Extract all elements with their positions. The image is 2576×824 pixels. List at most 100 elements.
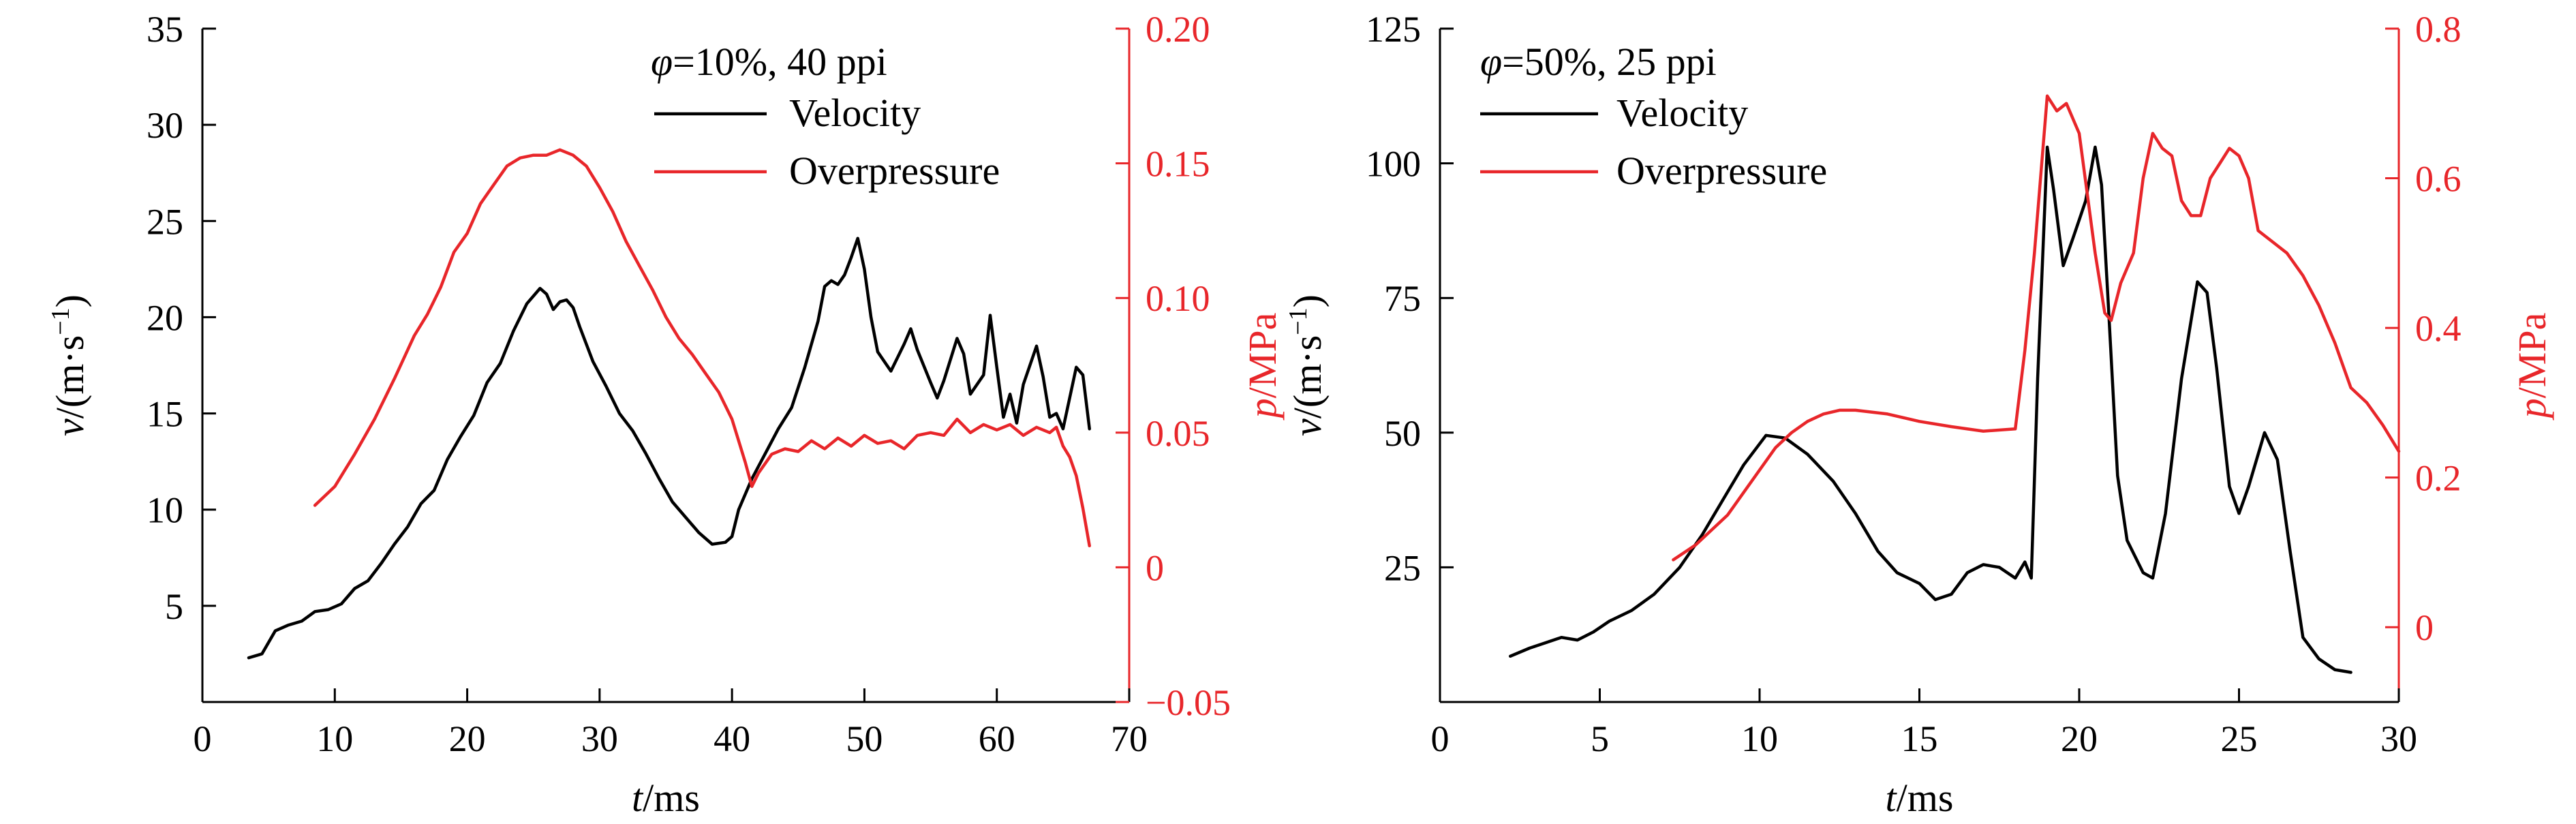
data-point-velocity [684, 516, 687, 519]
data-point-velocity [1743, 463, 1745, 466]
data-point-velocity [850, 256, 853, 259]
data-point-velocity [1832, 480, 1835, 483]
data-point-velocity [2333, 669, 2336, 671]
data-point-velocity [274, 630, 277, 632]
data-point-velocity [572, 306, 574, 309]
data-point-velocity [1854, 512, 1857, 515]
data-point-velocity [2036, 378, 2039, 380]
data-point-overpressure [2119, 281, 2122, 284]
data-point-overpressure [333, 485, 336, 488]
y-tick-label: 35 [147, 9, 183, 50]
y-tick-label: 125 [1366, 9, 1421, 50]
data-point-velocity [380, 562, 382, 565]
y-tick-label: 25 [1384, 547, 1421, 588]
y-tick-label: 100 [1366, 144, 1421, 185]
data-point-velocity [472, 414, 475, 416]
data-point-velocity [559, 301, 562, 303]
data-point-overpressure [704, 372, 707, 375]
y2-tick-label: 0.15 [1146, 144, 1210, 185]
y2-axis-unit: /MPa [2510, 313, 2554, 399]
data-point-velocity [486, 381, 489, 384]
y-tick-label: 75 [1384, 278, 1421, 319]
data-point-velocity [313, 610, 316, 613]
data-point-overpressure [876, 442, 879, 445]
data-point-velocity [579, 326, 581, 328]
data-point-velocity [2100, 183, 2103, 186]
data-point-velocity [1528, 647, 1531, 650]
data-point-velocity [1723, 496, 1726, 499]
data-point-velocity [446, 458, 448, 461]
data-point-overpressure [2104, 311, 2106, 314]
data-point-overpressure [850, 445, 853, 448]
data-point-velocity [1002, 416, 1005, 418]
legend-label-overpressure: Overpressure [789, 149, 1000, 193]
y2-tick-label: 0.10 [1146, 278, 1210, 319]
x-tick-label: 60 [979, 718, 1015, 759]
data-point-overpressure [2014, 427, 2017, 430]
data-point-overpressure [1838, 409, 1841, 412]
y-tick-label: 30 [147, 105, 183, 146]
data-point-velocity [2180, 378, 2183, 380]
y2-tick-label: 0.20 [1146, 9, 1210, 50]
data-point-overpressure [1758, 469, 1761, 472]
data-point-overpressure [373, 418, 376, 421]
data-point-velocity [698, 532, 701, 534]
y2-axis-title: p/MPa [2510, 313, 2554, 421]
data-point-overpressure [955, 418, 958, 421]
data-point-overpressure [638, 264, 641, 267]
data-point-overpressure [1886, 412, 1889, 415]
y-tick-label: 10 [147, 490, 183, 531]
data-point-velocity [969, 393, 972, 395]
data-point-velocity [2062, 264, 2065, 267]
data-point-overpressure [598, 186, 601, 189]
data-point-velocity [2030, 577, 2033, 579]
data-point-overpressure [393, 378, 396, 380]
data-point-velocity [1806, 453, 1809, 455]
data-point-velocity [2106, 296, 2109, 299]
data-point-velocity [1592, 630, 1595, 633]
y2-tick-label: 0.8 [2415, 9, 2462, 50]
data-point-overpressure [889, 440, 892, 442]
data-point-overpressure [677, 337, 680, 339]
data-point-overpressure [1088, 545, 1091, 547]
data-point-overpressure [1774, 446, 1777, 449]
data-point-overpressure [2132, 251, 2135, 254]
data-point-overpressure [572, 154, 574, 157]
data-point-overpressure [1082, 507, 1084, 509]
y2-axis-unit: /MPa [1240, 313, 1285, 399]
data-point-overpressure [1918, 420, 1920, 423]
data-point-overpressure [2151, 132, 2154, 135]
data-point-velocity [1509, 655, 1512, 658]
data-point-overpressure [2065, 102, 2068, 105]
y2-tick-label: 0.6 [2415, 159, 2462, 200]
data-point-velocity [2053, 189, 2055, 192]
data-point-overpressure [413, 335, 416, 337]
data-point-overpressure [559, 149, 562, 151]
data-point-overpressure [1694, 544, 1697, 546]
data-point-overpressure [2350, 386, 2352, 389]
data-point-overpressure [784, 448, 786, 450]
data-point-overpressure [2046, 95, 2049, 97]
data-point-velocity [930, 381, 932, 384]
data-point-velocity [1042, 376, 1045, 378]
annotation-label: φ=50%, 25 ppi [1480, 40, 1717, 84]
x-tick-label: 5 [1591, 718, 1609, 759]
x-tick-label: 20 [449, 718, 486, 759]
series-line-velocity [1508, 145, 2352, 674]
data-point-velocity [996, 366, 998, 369]
data-point-velocity [903, 343, 906, 346]
annotation-params: =50%, 25 ppi [1502, 40, 1717, 84]
data-point-velocity [791, 406, 793, 409]
data-point-velocity [870, 316, 872, 318]
data-point-overpressure [2382, 424, 2385, 427]
annotation-phi: φ [1480, 40, 1502, 84]
data-point-velocity [1082, 373, 1084, 376]
data-point-overpressure [757, 472, 760, 474]
legend-label-velocity: Velocity [789, 91, 921, 135]
annotation-params: =10%, 40 ppi [673, 40, 887, 84]
data-point-overpressure [903, 448, 906, 450]
data-point-overpressure [750, 485, 753, 488]
data-point-velocity [287, 624, 290, 626]
data-point-velocity [2276, 458, 2279, 461]
data-point-overpressure [1790, 431, 1793, 434]
